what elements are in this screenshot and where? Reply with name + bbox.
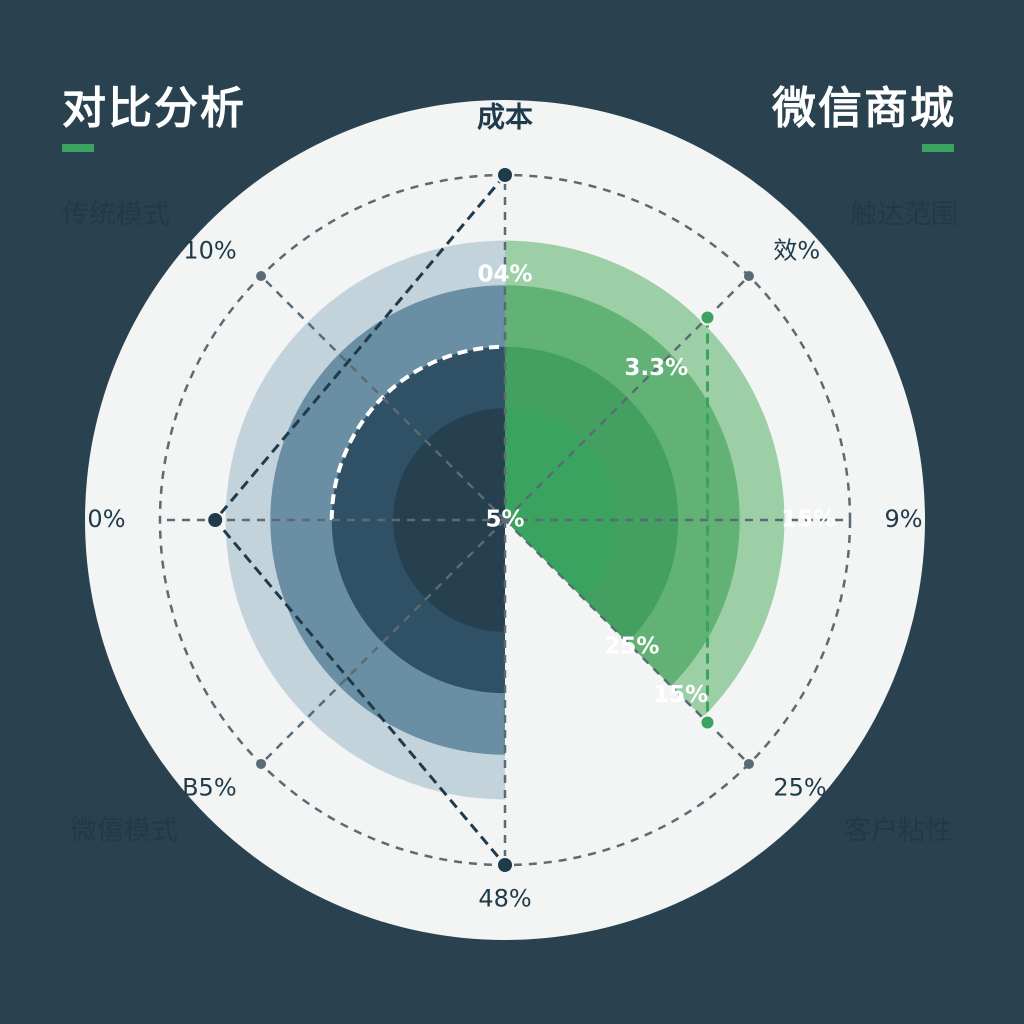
corner-label-top-left: 传统模式	[62, 200, 170, 231]
series-2-point-1	[699, 309, 716, 326]
axis-end-dot-2	[743, 271, 754, 282]
axis-end-dot-8	[256, 271, 267, 282]
value-label-4: 15%	[781, 507, 836, 533]
inner-ring-dashed-arc	[329, 344, 506, 521]
value-label-2: 3.3%	[624, 355, 688, 381]
axis-end-dot-4	[743, 758, 754, 769]
axis-label-4: 25%	[773, 773, 826, 801]
axis-label-8: 10%	[183, 237, 236, 265]
series-2-point-2	[699, 714, 716, 731]
blue-ring-4	[393, 408, 505, 632]
right-title: 微信商城	[772, 83, 956, 134]
axis-label-2: 效%	[773, 237, 820, 265]
series-1-point-3	[496, 856, 514, 874]
axis-line-6	[260, 519, 506, 765]
corner-label-bottom-right: 客户粘性	[844, 816, 952, 847]
axis-line-8	[260, 275, 506, 521]
left-title: 对比分析	[62, 83, 246, 134]
value-label-1: 04%	[477, 262, 532, 288]
axis-label-5: 48%	[478, 885, 531, 913]
left-accent-bar	[62, 144, 94, 152]
value-label-3: 5%	[485, 507, 524, 533]
corner-label-bottom-left: 微僖模式	[70, 816, 178, 847]
axis-label-1: 成本	[477, 101, 533, 134]
radar-grid	[158, 173, 852, 867]
axis-label-7: 0%	[87, 505, 125, 533]
value-label-5: 25%	[604, 633, 659, 659]
corner-label-top-right: 触达范围	[850, 200, 958, 231]
green-ring-4	[505, 408, 617, 600]
axis-label-3: 9%	[885, 505, 923, 533]
right-accent-bar	[922, 144, 954, 152]
value-label-6: 15%	[653, 682, 708, 708]
axis-label-6: B5%	[182, 773, 237, 801]
series-points	[206, 166, 754, 874]
series-1-point-2	[206, 511, 225, 529]
series-1-point-1	[496, 166, 514, 184]
axis-end-dot-6	[256, 758, 267, 769]
